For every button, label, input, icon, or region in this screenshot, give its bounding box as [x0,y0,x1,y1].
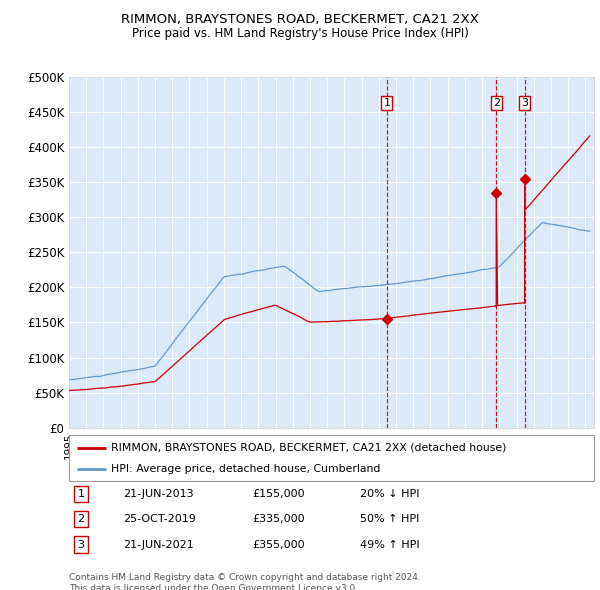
Text: 21-JUN-2013: 21-JUN-2013 [123,489,194,499]
Text: 3: 3 [77,540,85,549]
Text: £355,000: £355,000 [252,540,305,549]
Text: Contains HM Land Registry data © Crown copyright and database right 2024.
This d: Contains HM Land Registry data © Crown c… [69,573,421,590]
Text: HPI: Average price, detached house, Cumberland: HPI: Average price, detached house, Cumb… [111,464,380,474]
Text: 49% ↑ HPI: 49% ↑ HPI [360,540,419,549]
Text: 1: 1 [383,99,391,109]
Text: 3: 3 [521,99,528,109]
Text: 1: 1 [77,489,85,499]
Text: 20% ↓ HPI: 20% ↓ HPI [360,489,419,499]
Text: £155,000: £155,000 [252,489,305,499]
Text: 50% ↑ HPI: 50% ↑ HPI [360,514,419,524]
Text: RIMMON, BRAYSTONES ROAD, BECKERMET, CA21 2XX: RIMMON, BRAYSTONES ROAD, BECKERMET, CA21… [121,13,479,26]
Text: Price paid vs. HM Land Registry's House Price Index (HPI): Price paid vs. HM Land Registry's House … [131,27,469,40]
Text: 2: 2 [77,514,85,524]
Text: 21-JUN-2021: 21-JUN-2021 [123,540,194,549]
FancyBboxPatch shape [69,435,594,481]
Text: 2: 2 [493,99,500,109]
Text: 25-OCT-2019: 25-OCT-2019 [123,514,196,524]
Text: £335,000: £335,000 [252,514,305,524]
Text: RIMMON, BRAYSTONES ROAD, BECKERMET, CA21 2XX (detached house): RIMMON, BRAYSTONES ROAD, BECKERMET, CA21… [111,442,506,453]
